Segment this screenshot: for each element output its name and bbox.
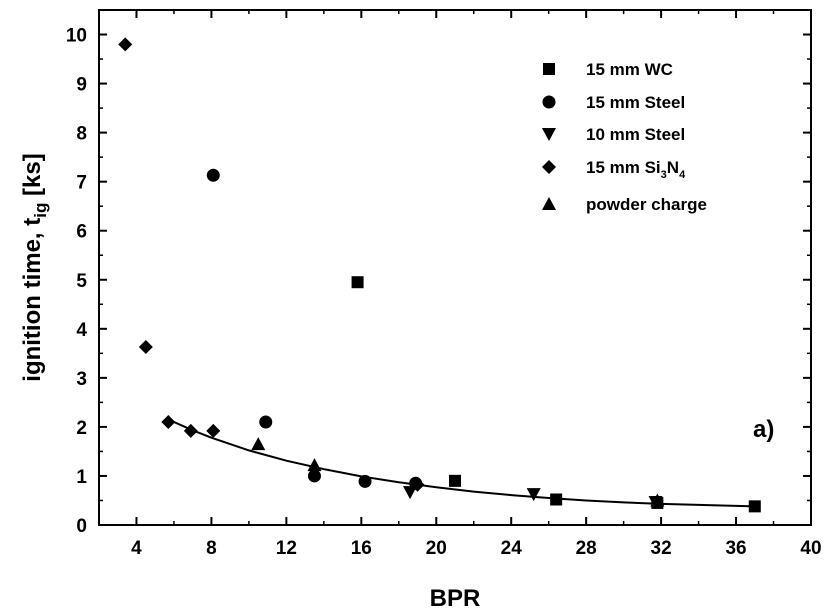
data-point <box>251 437 266 451</box>
data-point <box>550 493 563 506</box>
panel-annotation: a) <box>753 416 774 443</box>
x-tick-label: 20 <box>426 538 447 559</box>
legend-marker <box>542 160 556 174</box>
data-point <box>410 477 425 492</box>
legend-label: powder charge <box>586 195 707 214</box>
y-tick-label: 10 <box>66 26 87 47</box>
y-tick-label: 1 <box>76 467 87 488</box>
y-tick-label: 7 <box>76 173 87 194</box>
data-point <box>206 423 221 438</box>
data-point <box>307 469 321 483</box>
y-tick-label: 3 <box>76 369 87 390</box>
x-tick-label: 12 <box>276 538 297 559</box>
data-point <box>161 415 176 429</box>
x-tick-label: 24 <box>501 538 523 559</box>
data-point <box>259 415 273 429</box>
y-tick-label: 8 <box>76 124 87 145</box>
data-point <box>449 474 461 487</box>
data-point <box>358 474 372 488</box>
legend-marker <box>542 197 556 210</box>
x-tick-label: 16 <box>351 538 372 559</box>
data-point <box>650 493 665 507</box>
data-point <box>748 500 761 513</box>
legend-label: 15 mm WC <box>586 60 673 79</box>
legend-marker <box>543 63 555 75</box>
data-point <box>307 458 322 472</box>
data-point <box>183 423 198 438</box>
legend-marker <box>542 95 556 109</box>
y-tick-label: 6 <box>76 222 87 243</box>
y-tick-label: 2 <box>76 418 87 439</box>
legend-label: 15 mm Steel <box>586 93 685 112</box>
y-tick-label: 4 <box>76 320 87 341</box>
data-point <box>403 486 418 500</box>
legend-marker <box>542 128 556 141</box>
y-tick-label: 0 <box>76 516 87 537</box>
legend-label: 10 mm Steel <box>586 125 685 144</box>
data-point <box>351 276 364 289</box>
data-point <box>526 488 541 502</box>
x-tick-label: 36 <box>725 538 746 559</box>
y-tick-label: 5 <box>76 271 87 292</box>
legend-label: 15 mm Si3N4 <box>586 158 686 181</box>
x-axis-title: BPR <box>430 585 481 612</box>
data-point <box>138 339 153 354</box>
x-tick-label: 28 <box>576 538 597 559</box>
y-tick-label: 9 <box>76 75 87 96</box>
data-point <box>118 37 133 52</box>
x-tick-label: 32 <box>651 538 672 559</box>
data-point <box>206 168 220 182</box>
plot-frame <box>98 9 812 526</box>
x-tick-label: 4 <box>131 538 142 559</box>
x-tick-label: 40 <box>800 538 821 559</box>
fit-curve <box>167 418 755 508</box>
y-axis-title: ignition time, tig [ks] <box>19 153 50 381</box>
x-tick-label: 8 <box>206 538 217 559</box>
